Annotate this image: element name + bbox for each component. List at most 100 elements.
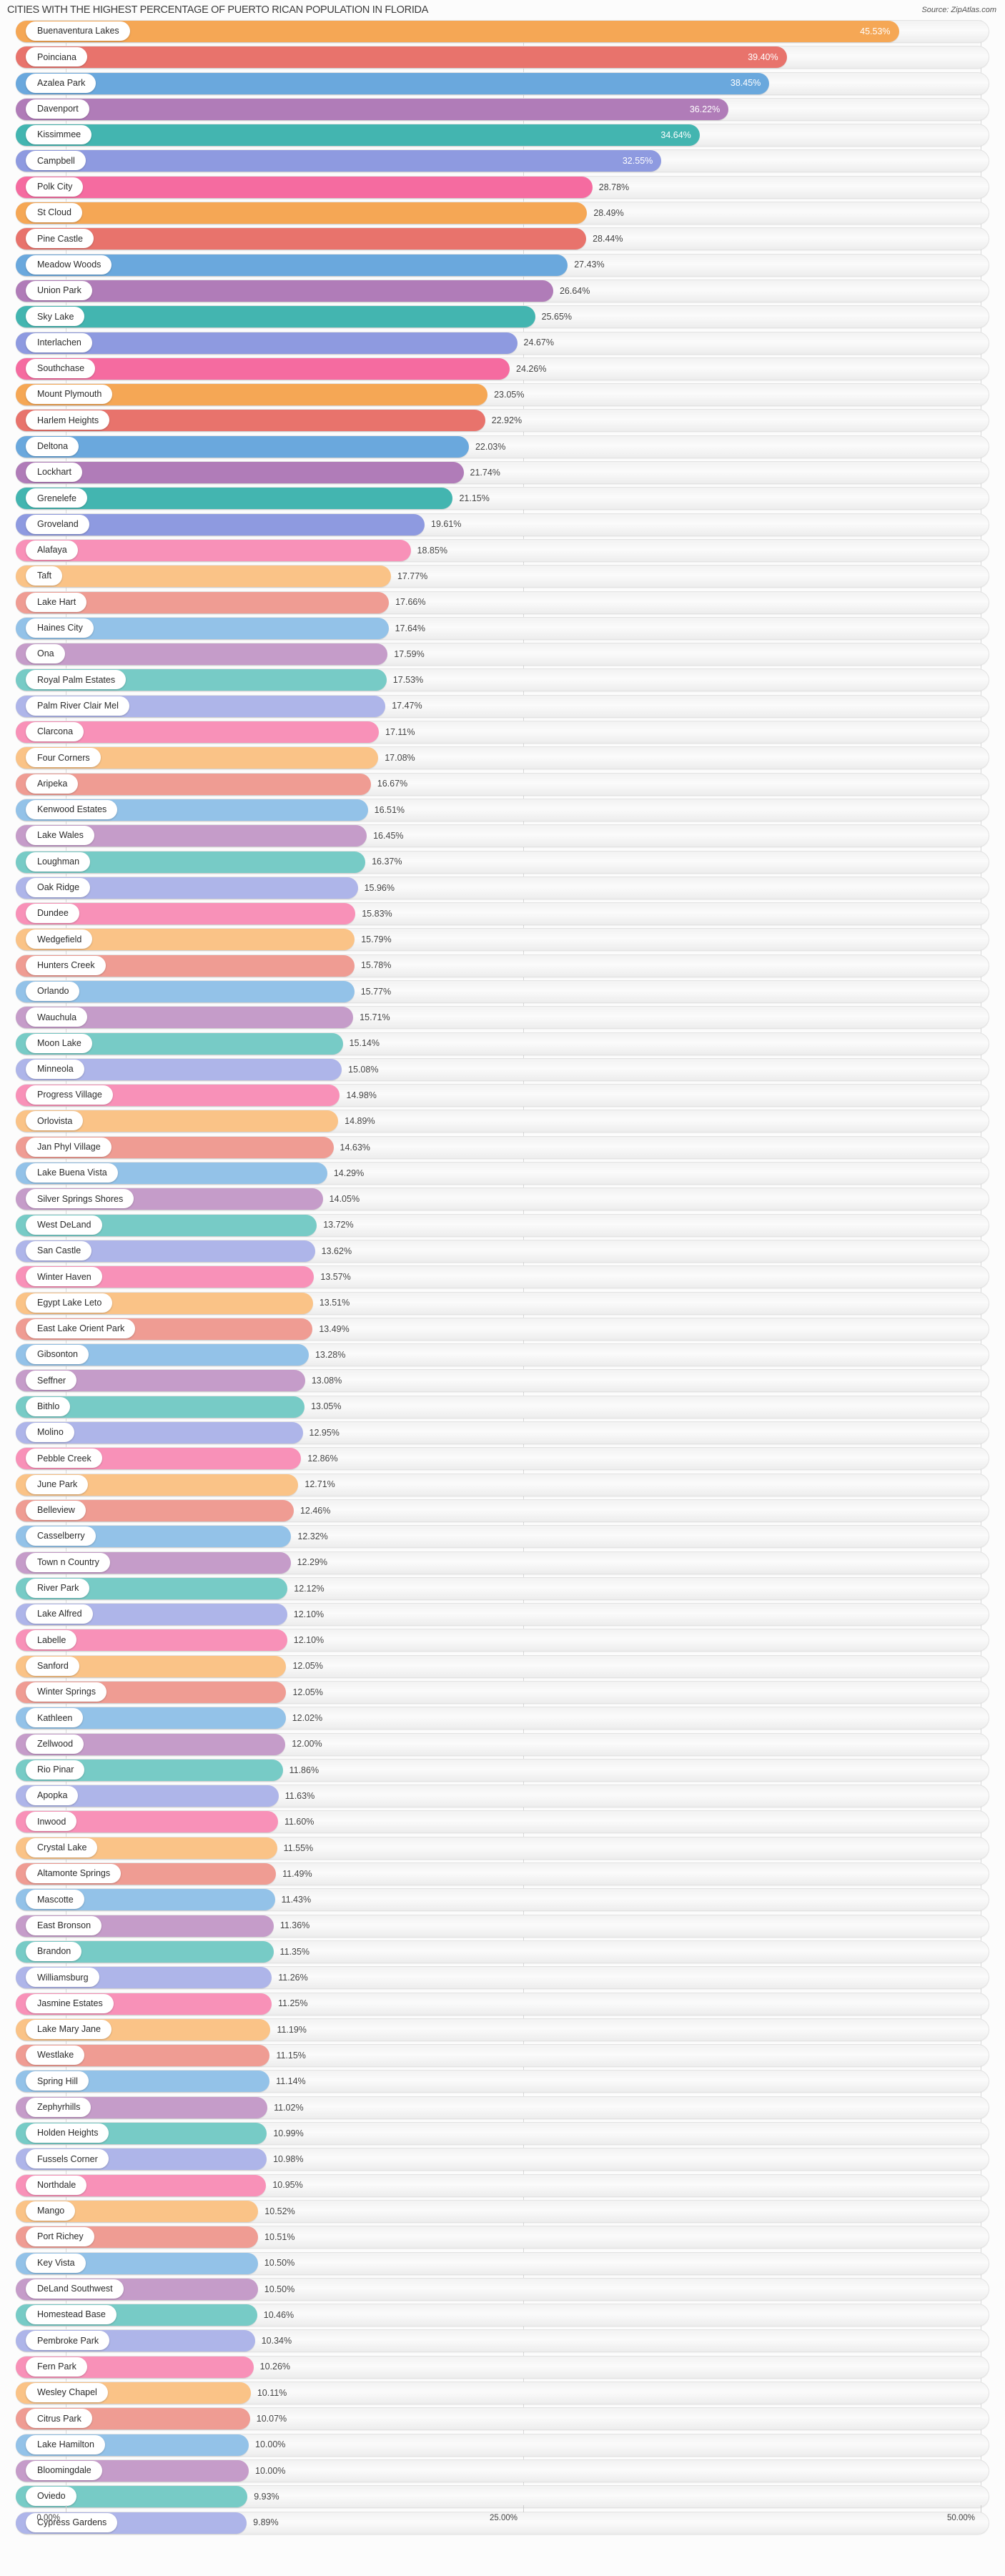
bar-row[interactable]: Grenelefe 21.15%: [0, 487, 1005, 510]
bar-label-pill[interactable]: Mascotte: [26, 1890, 84, 1910]
bar-row[interactable]: Silver Springs Shores 14.05%: [0, 1188, 1005, 1211]
bar-label-pill[interactable]: Campbell: [26, 151, 86, 171]
bar-label-pill[interactable]: Progress Village: [26, 1085, 113, 1105]
bar-label-pill[interactable]: Crystal Lake: [26, 1837, 98, 1857]
bar-row[interactable]: Palm River Clair Mel 17.47%: [0, 694, 1005, 718]
bar-label-pill[interactable]: Deltona: [26, 436, 79, 456]
bar-row[interactable]: Meadow Woods 27.43%: [0, 253, 1005, 277]
bar-row[interactable]: St Cloud 28.49%: [0, 202, 1005, 225]
bar-row[interactable]: Poinciana 39.40%: [0, 46, 1005, 69]
bar-label-pill[interactable]: Taft: [26, 566, 63, 586]
bar-label-pill[interactable]: Oak Ridge: [26, 877, 91, 897]
bar-label-pill[interactable]: Davenport: [26, 99, 89, 119]
bar-label-pill[interactable]: Clarcona: [26, 722, 84, 742]
bar-label-pill[interactable]: Aripeka: [26, 774, 79, 794]
bar-label-pill[interactable]: Spring Hill: [26, 2071, 89, 2091]
bar-label-pill[interactable]: Belleview: [26, 1500, 86, 1520]
bar-label-pill[interactable]: Citrus Park: [26, 2409, 92, 2429]
bar-label-pill[interactable]: Union Park: [26, 280, 92, 300]
bar-row[interactable]: Lake Alfred 12.10%: [0, 1603, 1005, 1627]
bar-label-pill[interactable]: Southchase: [26, 358, 96, 378]
bar-row[interactable]: Moon Lake 15.14%: [0, 1032, 1005, 1055]
bar-label-pill[interactable]: Lake Hart: [26, 592, 87, 612]
bar-label-pill[interactable]: Zephyrhills: [26, 2097, 91, 2117]
bar-row[interactable]: Jasmine Estates 11.25%: [0, 1992, 1005, 2015]
bar-label-pill[interactable]: Jan Phyl Village: [26, 1137, 112, 1157]
bar-label-pill[interactable]: Wedgefield: [26, 929, 93, 949]
bar-label-pill[interactable]: Harlem Heights: [26, 410, 110, 430]
bar-row[interactable]: Belleview 12.46%: [0, 1499, 1005, 1522]
bar-label-pill[interactable]: Loughman: [26, 852, 91, 872]
bar-label-pill[interactable]: Meadow Woods: [26, 255, 112, 275]
bar-row[interactable]: DeLand Southwest 10.50%: [0, 2277, 1005, 2301]
bar-label-pill[interactable]: Haines City: [26, 618, 94, 638]
bar-label-pill[interactable]: Seffner: [26, 1371, 77, 1391]
bar-label-pill[interactable]: Zellwood: [26, 1734, 84, 1754]
bar-row[interactable]: Inwood 11.60%: [0, 1810, 1005, 1834]
bar-label-pill[interactable]: Inwood: [26, 1812, 77, 1832]
bar-row[interactable]: Pebble Creek 12.86%: [0, 1447, 1005, 1471]
bar-label-pill[interactable]: June Park: [26, 1474, 89, 1494]
bar-label-pill[interactable]: Mango: [26, 2201, 76, 2221]
bar-label-pill[interactable]: Azalea Park: [26, 73, 96, 93]
bar-row[interactable]: Wesley Chapel 10.11%: [0, 2382, 1005, 2405]
bar-row[interactable]: Winter Springs 12.05%: [0, 1681, 1005, 1704]
bar-row[interactable]: Casselberry 12.32%: [0, 1525, 1005, 1549]
bar-row[interactable]: Lake Buena Vista 14.29%: [0, 1162, 1005, 1185]
bar-label-pill[interactable]: Buenaventura Lakes: [26, 21, 130, 41]
bar-label-pill[interactable]: Key Vista: [26, 2253, 86, 2273]
bar-row[interactable]: Progress Village 14.98%: [0, 1084, 1005, 1107]
bar-row[interactable]: Four Corners 17.08%: [0, 746, 1005, 770]
bar-row[interactable]: Orlovista 14.89%: [0, 1110, 1005, 1133]
bar-row[interactable]: Lake Wales 16.45%: [0, 824, 1005, 848]
bar-row[interactable]: Davenport 36.22%: [0, 97, 1005, 121]
bar-label-pill[interactable]: Oviedo: [26, 2487, 76, 2507]
bar-row[interactable]: Fern Park 10.26%: [0, 2355, 1005, 2379]
bar-label-pill[interactable]: Dundee: [26, 904, 79, 924]
bar-row[interactable]: Labelle 12.10%: [0, 1629, 1005, 1652]
bar-row[interactable]: Southchase 24.26%: [0, 357, 1005, 380]
bar-label-pill[interactable]: Town n Country: [26, 1552, 110, 1572]
bar-label-pill[interactable]: Orlovista: [26, 1111, 84, 1131]
bar-row[interactable]: Jan Phyl Village 14.63%: [0, 1135, 1005, 1159]
bar-row[interactable]: Loughman 16.37%: [0, 850, 1005, 874]
bar-row[interactable]: Dundee 15.83%: [0, 902, 1005, 926]
bar-row[interactable]: San Castle 13.62%: [0, 1239, 1005, 1263]
bar-label-pill[interactable]: Altamonte Springs: [26, 1864, 122, 1884]
bar-label-pill[interactable]: Apopka: [26, 1786, 79, 1806]
bar-row[interactable]: Molino 12.95%: [0, 1421, 1005, 1445]
bar-row[interactable]: Apopka 11.63%: [0, 1785, 1005, 1808]
bar-label-pill[interactable]: Lake Alfred: [26, 1604, 93, 1624]
bar-row[interactable]: Spring Hill 11.14%: [0, 2070, 1005, 2093]
bar-row[interactable]: West DeLand 13.72%: [0, 1213, 1005, 1237]
bar-label-pill[interactable]: Lake Wales: [26, 826, 94, 846]
bar-row[interactable]: Holden Heights 10.99%: [0, 2122, 1005, 2146]
bar-label-pill[interactable]: Groveland: [26, 514, 89, 534]
bar-row[interactable]: Harlem Heights 22.92%: [0, 409, 1005, 433]
bar-label-pill[interactable]: Interlachen: [26, 332, 92, 352]
bar-label-pill[interactable]: Brandon: [26, 1941, 82, 1961]
bar-label-pill[interactable]: Fern Park: [26, 2357, 87, 2377]
bar-label-pill[interactable]: Homestead Base: [26, 2305, 117, 2325]
bar-label-pill[interactable]: West DeLand: [26, 1215, 102, 1235]
bar-row[interactable]: Zellwood 12.00%: [0, 1732, 1005, 1756]
bar-row[interactable]: Gibsonton 13.28%: [0, 1343, 1005, 1367]
bar-label-pill[interactable]: Orlando: [26, 981, 80, 1001]
bar-label-pill[interactable]: Lake Buena Vista: [26, 1163, 118, 1183]
bar-label-pill[interactable]: Ona: [26, 644, 65, 664]
bar-label-pill[interactable]: Hunters Creek: [26, 955, 106, 975]
bar-row[interactable]: Citrus Park 10.07%: [0, 2407, 1005, 2431]
bar-label-pill[interactable]: River Park: [26, 1578, 90, 1598]
bar-row[interactable]: Port Richey 10.51%: [0, 2226, 1005, 2249]
bar-label-pill[interactable]: Pebble Creek: [26, 1449, 102, 1469]
bar-label-pill[interactable]: Cypress Gardens: [26, 2512, 118, 2532]
bar-row[interactable]: Crystal Lake 11.55%: [0, 1836, 1005, 1860]
bar-row[interactable]: Key Vista 10.50%: [0, 2251, 1005, 2275]
bar-label-pill[interactable]: Lake Hamilton: [26, 2434, 105, 2454]
bar-row[interactable]: Cypress Gardens 9.89%: [0, 2511, 1005, 2535]
bar-row[interactable]: Mount Plymouth 23.05%: [0, 383, 1005, 407]
bar-row[interactable]: Brandon 11.35%: [0, 1940, 1005, 1963]
bar-row[interactable]: Union Park 26.64%: [0, 279, 1005, 302]
bar-label-pill[interactable]: Rio Pinar: [26, 1760, 85, 1780]
bar-row[interactable]: Royal Palm Estates 17.53%: [0, 668, 1005, 692]
